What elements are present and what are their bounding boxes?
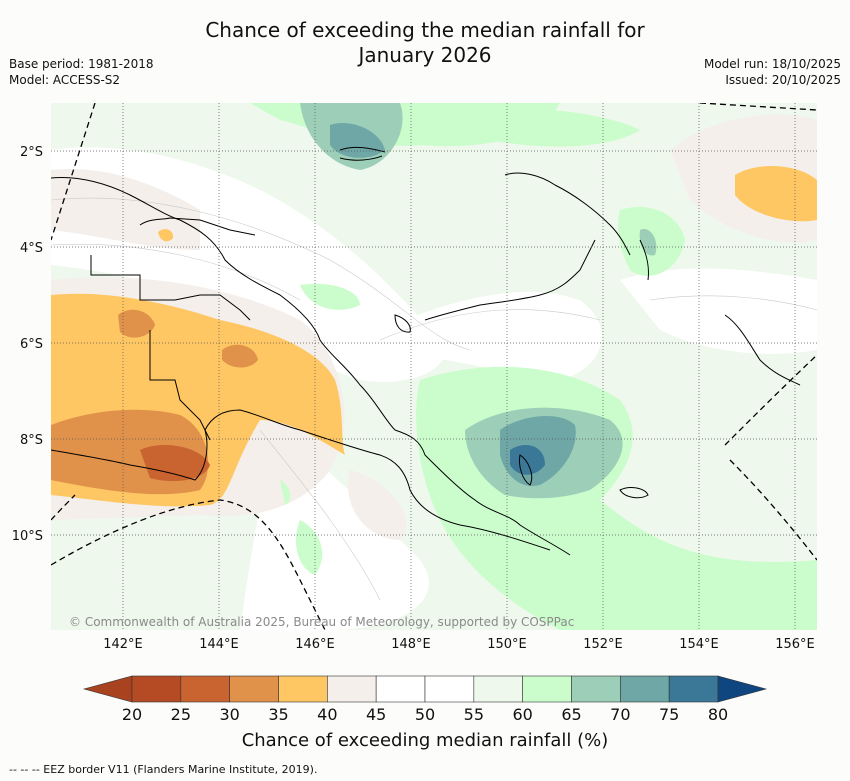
model-name: Model: ACCESS-S2 <box>9 73 121 87</box>
colorbar-tick-label: 30 <box>219 705 239 724</box>
title-line-2: January 2026 <box>358 43 492 67</box>
colorbar-tick-label: 20 <box>122 705 142 724</box>
colorbar-tick-label: 65 <box>561 705 581 724</box>
model-run: Model run: 18/10/2025 <box>703 57 841 71</box>
colorbar-tick-label: 70 <box>610 705 630 724</box>
gridlines <box>51 103 817 630</box>
lon-label: 144°E <box>199 637 239 652</box>
colorbar-bin <box>571 675 621 703</box>
colorbar-tick-label: 40 <box>317 705 337 724</box>
colorbar-ticks: 20 25 30 35 40 45 50 55 60 65 70 75 80 <box>122 705 728 724</box>
colorbar-bin <box>522 675 572 703</box>
eez-footnote: -- -- -- EEZ border V11 (Flanders Marine… <box>9 763 318 776</box>
lat-label: 6°S <box>20 337 43 352</box>
colorbar-bin <box>327 675 377 703</box>
colorbar-bin <box>620 675 670 703</box>
colorbar-tick-label: 55 <box>464 705 484 724</box>
lat-label: 4°S <box>20 241 43 256</box>
copyright-notice: © Commonwealth of Australia 2025, Bureau… <box>69 615 574 629</box>
colorbar-bin <box>473 675 523 703</box>
lat-label: 8°S <box>20 433 43 448</box>
colorbar-tick-label: 45 <box>366 705 386 724</box>
coastlines <box>51 146 801 556</box>
lon-label: 154°E <box>679 637 719 652</box>
colorbar-tick-label: 35 <box>268 705 288 724</box>
map-title: Chance of exceeding the median rainfall … <box>0 18 850 68</box>
colorbar-tick-label: 25 <box>171 705 191 724</box>
lon-label: 150°E <box>487 637 527 652</box>
colorbar-bin <box>424 675 475 703</box>
eez-borders <box>51 103 817 630</box>
lon-label: 146°E <box>295 637 335 652</box>
lon-label: 148°E <box>391 637 431 652</box>
colorbar-bin <box>278 675 328 703</box>
colorbar-tick-label: 60 <box>512 705 532 724</box>
colorbar-bin <box>229 675 279 703</box>
latitude-labels: 2°S 4°S 6°S 8°S 10°S <box>12 145 43 544</box>
colorbar-arrow-high <box>717 675 768 703</box>
colorbar-title: Chance of exceeding median rainfall (%) <box>241 730 609 751</box>
colorbar-tick-label: 80 <box>708 705 728 724</box>
lat-label: 2°S <box>20 145 43 160</box>
colorbar-bin <box>180 675 230 703</box>
contour-lines <box>51 197 817 601</box>
colorbar-bin <box>131 675 182 703</box>
colorbar <box>82 675 768 703</box>
lat-label: 10°S <box>12 529 43 544</box>
lon-label: 142°E <box>103 637 143 652</box>
colorbar-arrow-low <box>82 675 133 703</box>
lon-label: 156°E <box>775 637 815 652</box>
colorbar-tick-label: 50 <box>415 705 435 724</box>
lon-label: 152°E <box>583 637 623 652</box>
colorbar-bin <box>668 675 719 703</box>
base-period: Base period: 1981-2018 <box>9 57 154 71</box>
colorbar-bin <box>375 675 426 703</box>
rainfall-shading <box>51 103 817 630</box>
longitude-labels: 142°E 144°E 146°E 148°E 150°E 152°E 154°… <box>103 637 815 652</box>
meta-right: Model run: 18/10/2025 Issued: 20/10/2025 <box>704 56 841 88</box>
issued-date: Issued: 20/10/2025 <box>725 73 841 87</box>
meta-left: Base period: 1981-2018 Model: ACCESS-S2 <box>9 56 154 88</box>
colorbar-tick-label: 75 <box>659 705 679 724</box>
title-line-1: Chance of exceeding the median rainfall … <box>205 18 645 42</box>
